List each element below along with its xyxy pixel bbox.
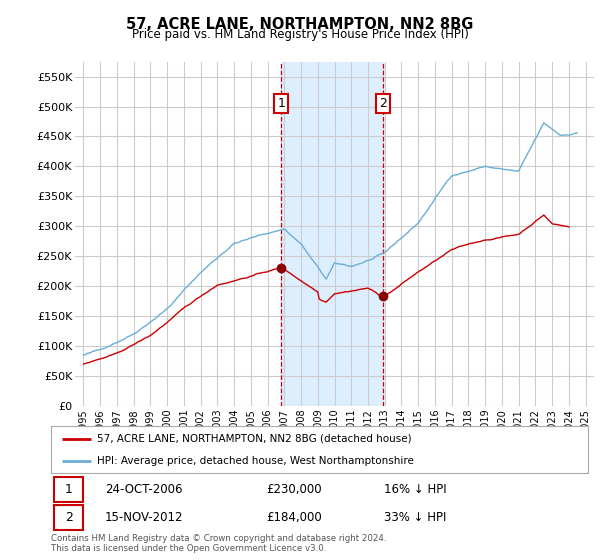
Text: 16% ↓ HPI: 16% ↓ HPI xyxy=(384,483,446,496)
Text: 2: 2 xyxy=(379,97,386,110)
Text: HPI: Average price, detached house, West Northamptonshire: HPI: Average price, detached house, West… xyxy=(97,456,413,466)
Bar xyxy=(281,62,383,406)
FancyBboxPatch shape xyxy=(53,477,83,502)
Text: 2: 2 xyxy=(65,511,73,524)
FancyBboxPatch shape xyxy=(53,505,83,530)
Text: £184,000: £184,000 xyxy=(266,511,322,524)
Text: 15-NOV-2012: 15-NOV-2012 xyxy=(105,511,183,524)
Text: 24-OCT-2006: 24-OCT-2006 xyxy=(105,483,182,496)
Text: 1: 1 xyxy=(65,483,73,496)
Text: 33% ↓ HPI: 33% ↓ HPI xyxy=(384,511,446,524)
Text: 57, ACRE LANE, NORTHAMPTON, NN2 8BG (detached house): 57, ACRE LANE, NORTHAMPTON, NN2 8BG (det… xyxy=(97,434,411,444)
Text: 57, ACRE LANE, NORTHAMPTON, NN2 8BG: 57, ACRE LANE, NORTHAMPTON, NN2 8BG xyxy=(127,17,473,32)
Text: Contains HM Land Registry data © Crown copyright and database right 2024.
This d: Contains HM Land Registry data © Crown c… xyxy=(51,534,386,553)
Text: 1: 1 xyxy=(277,97,285,110)
Text: £230,000: £230,000 xyxy=(266,483,322,496)
Text: Price paid vs. HM Land Registry's House Price Index (HPI): Price paid vs. HM Land Registry's House … xyxy=(131,28,469,41)
